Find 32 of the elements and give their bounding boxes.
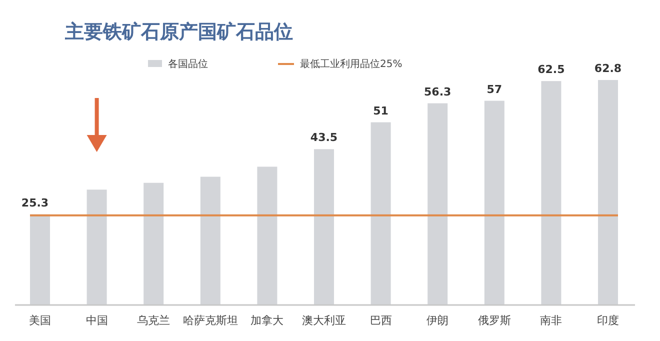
data-label: 51 [373,104,388,118]
data-label: 25.3 [21,196,49,210]
bar [598,80,618,305]
legend-label: 最低工业利用品位25% [300,58,402,70]
bar [200,176,220,305]
x-tick-label: 乌克兰 [137,314,170,327]
data-label: 57 [486,82,502,96]
x-tick-label: 加拿大 [250,314,284,327]
bar [370,122,391,305]
x-tick-label: 哈萨克斯坦 [182,314,238,327]
bar [428,103,448,305]
x-tick-label: 南非 [540,314,562,327]
bar [484,100,504,305]
x-tick-label: 巴西 [370,314,392,327]
bar [144,182,164,305]
x-tick-label: 印度 [597,314,619,327]
data-label: 43.5 [310,131,338,144]
chart-title: 主要铁矿石原产国矿石品位 [64,21,293,43]
x-tick-label: 伊朗 [426,314,449,327]
x-tick-label: 中国 [86,314,108,327]
bar [314,149,334,305]
data-label: 62.5 [538,63,565,76]
x-tick-label: 澳大利亚 [302,314,346,327]
x-tick-label: 美国 [29,314,51,327]
data-label: 62.8 [594,62,622,75]
data-label: 56.3 [424,85,452,98]
bar [86,190,107,305]
bar [30,214,50,305]
x-tick-label: 俄罗斯 [478,314,511,327]
bar [541,81,562,305]
legend-label: 各国品位 [168,58,208,70]
bar [257,166,278,305]
